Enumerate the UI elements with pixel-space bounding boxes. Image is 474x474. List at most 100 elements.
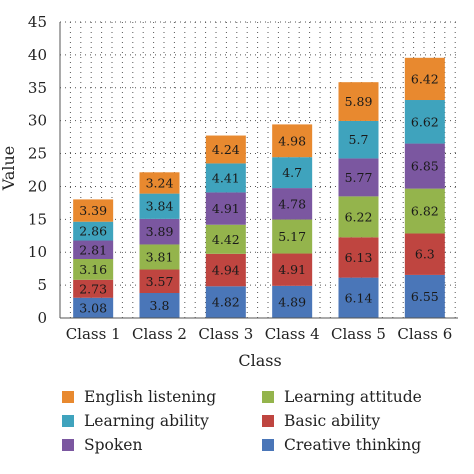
legend-label: Learning ability <box>84 412 209 430</box>
bar-segment <box>404 274 445 318</box>
bar-segment <box>338 277 379 318</box>
x-tick-label: Class 6 <box>397 325 452 343</box>
data-label: 4.7 <box>282 165 302 180</box>
data-label: 4.91 <box>212 201 240 216</box>
x-axis-title: Class <box>238 351 281 370</box>
bar-segment <box>272 285 313 318</box>
legend: English listening Learning attitude Learni… <box>62 388 422 454</box>
legend-label: Creative thinking <box>284 436 421 454</box>
data-label: 4.42 <box>212 232 240 247</box>
data-label: 6.42 <box>411 71 439 86</box>
data-label: 6.55 <box>411 289 439 304</box>
data-label: 4.91 <box>278 262 306 277</box>
bar-segment <box>139 244 180 270</box>
y-tick-label: 25 <box>28 145 47 163</box>
y-tick-label: 45 <box>28 13 47 31</box>
data-label: 6.14 <box>345 290 373 305</box>
y-tick-label: 0 <box>37 309 47 327</box>
y-tick-label: 20 <box>28 177 47 195</box>
data-label: 3.08 <box>79 300 107 315</box>
data-label: 6.85 <box>411 159 439 174</box>
tick-labels: Class 1 Class 2 Class 3 Class 4 Class 5 Class… <box>28 13 452 343</box>
data-label: 3.57 <box>146 274 174 289</box>
data-label: 3.16 <box>79 262 107 277</box>
y-tick-label: 30 <box>28 112 47 130</box>
bar-segment <box>272 253 313 286</box>
y-tick-label: 10 <box>28 243 47 261</box>
data-label: 4.24 <box>212 142 240 157</box>
bar-segment <box>272 124 313 158</box>
data-label: 5.17 <box>278 229 306 244</box>
data-label: 5.7 <box>349 132 369 147</box>
grid-lines <box>60 21 458 318</box>
bar-segment <box>272 219 313 254</box>
bar-segment <box>404 188 445 234</box>
data-label: 6.82 <box>411 204 439 219</box>
data-label: 2.86 <box>79 224 107 239</box>
bar-segment <box>205 224 246 254</box>
bar-segment <box>139 172 180 194</box>
legend-swatch <box>262 415 274 427</box>
bar-segment <box>338 196 379 238</box>
bar-segment <box>404 100 445 144</box>
bar-segment <box>139 193 180 219</box>
bar-segment <box>205 286 246 318</box>
data-label: 5.77 <box>345 170 373 185</box>
y-axis-title: Value <box>0 146 18 192</box>
legend-swatch <box>62 391 74 403</box>
bar-segment <box>73 258 114 280</box>
data-label: 5.89 <box>345 94 373 109</box>
data-label: 3.39 <box>79 203 107 218</box>
bar-segment <box>338 237 379 278</box>
data-label: 3.81 <box>146 249 174 264</box>
bar-segment <box>404 143 445 189</box>
legend-swatch <box>262 391 274 403</box>
data-label: 4.78 <box>278 196 306 211</box>
legend-label: Basic ability <box>284 412 380 430</box>
data-label: 4.82 <box>212 295 240 310</box>
legend-swatch <box>62 439 74 451</box>
x-tick-label: Class 2 <box>132 325 187 343</box>
data-label: 3.8 <box>150 298 170 313</box>
bar-segment <box>338 82 379 121</box>
bar-segment <box>272 157 313 189</box>
bar-segment <box>139 218 180 245</box>
legend-swatch <box>62 415 74 427</box>
bar-segment <box>205 163 246 193</box>
bar-segment <box>73 297 114 318</box>
bar-segment <box>205 192 246 225</box>
data-label: 4.98 <box>278 133 306 148</box>
bar-segment <box>404 233 445 275</box>
bar-segment <box>272 188 313 220</box>
bar-segment <box>404 57 445 101</box>
data-label: 4.89 <box>278 294 306 309</box>
legend-label: Learning attitude <box>284 388 422 406</box>
y-tick-label: 15 <box>28 210 47 228</box>
y-tick-label: 35 <box>28 79 47 97</box>
data-label: 6.3 <box>415 247 435 262</box>
bar-segment <box>139 293 180 318</box>
bars: 3.08 2.73 3.16 2.81 2.86 3.39 3.8 3.57 3.81 3.89 3… <box>73 57 445 318</box>
bar-segment <box>73 199 114 222</box>
data-label: 4.41 <box>212 170 240 185</box>
bar-segment <box>205 135 246 164</box>
x-tick-label: Class 5 <box>331 325 386 343</box>
y-tick-label: 5 <box>37 276 47 294</box>
data-label: 6.22 <box>345 209 373 224</box>
data-label: 2.81 <box>79 242 107 257</box>
x-tick-label: Class 1 <box>66 325 121 343</box>
data-label: 4.94 <box>212 263 240 278</box>
data-label: 6.62 <box>411 114 439 129</box>
data-label: 6.13 <box>345 250 373 265</box>
bar-segment <box>73 279 114 298</box>
legend-swatch <box>262 439 274 451</box>
bar-segment <box>73 221 114 241</box>
legend-label: Spoken <box>84 436 142 454</box>
x-tick-label: Class 4 <box>265 325 320 343</box>
bar-segment <box>338 158 379 197</box>
data-label: 3.84 <box>146 199 174 214</box>
axes <box>59 22 458 319</box>
bar-segment <box>73 240 114 259</box>
data-label: 2.73 <box>79 281 107 296</box>
